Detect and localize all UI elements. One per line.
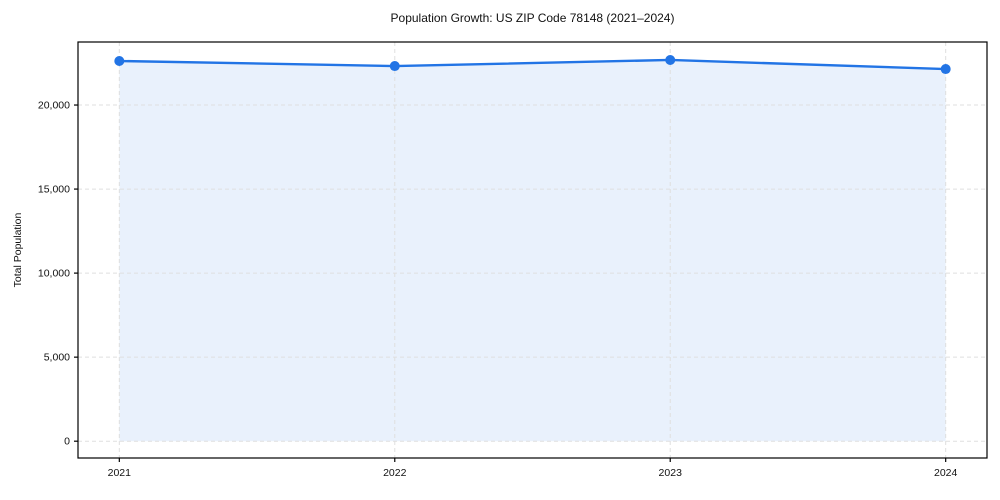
y-tick-label: 10,000 [38,268,70,280]
data-point-marker [940,64,951,75]
x-tick-label: 2024 [934,467,958,479]
population-line [118,58,947,71]
y-tick-label: 20,000 [38,100,70,112]
plot-border [77,41,988,459]
x-tick-label: 2021 [108,467,132,479]
y-tick-label: 5,000 [44,352,70,364]
data-point-marker [389,61,400,72]
data-point-marker [665,54,676,65]
chart-title: Population Growth: US ZIP Code 78148 (20… [390,11,675,25]
x-tick-label: 2023 [659,467,683,479]
area-fill [119,59,946,442]
y-tick-label: 0 [64,436,70,448]
data-point-marker [114,55,125,66]
x-tick-label: 2022 [383,467,407,479]
y-tick-label: 15,000 [38,184,70,196]
